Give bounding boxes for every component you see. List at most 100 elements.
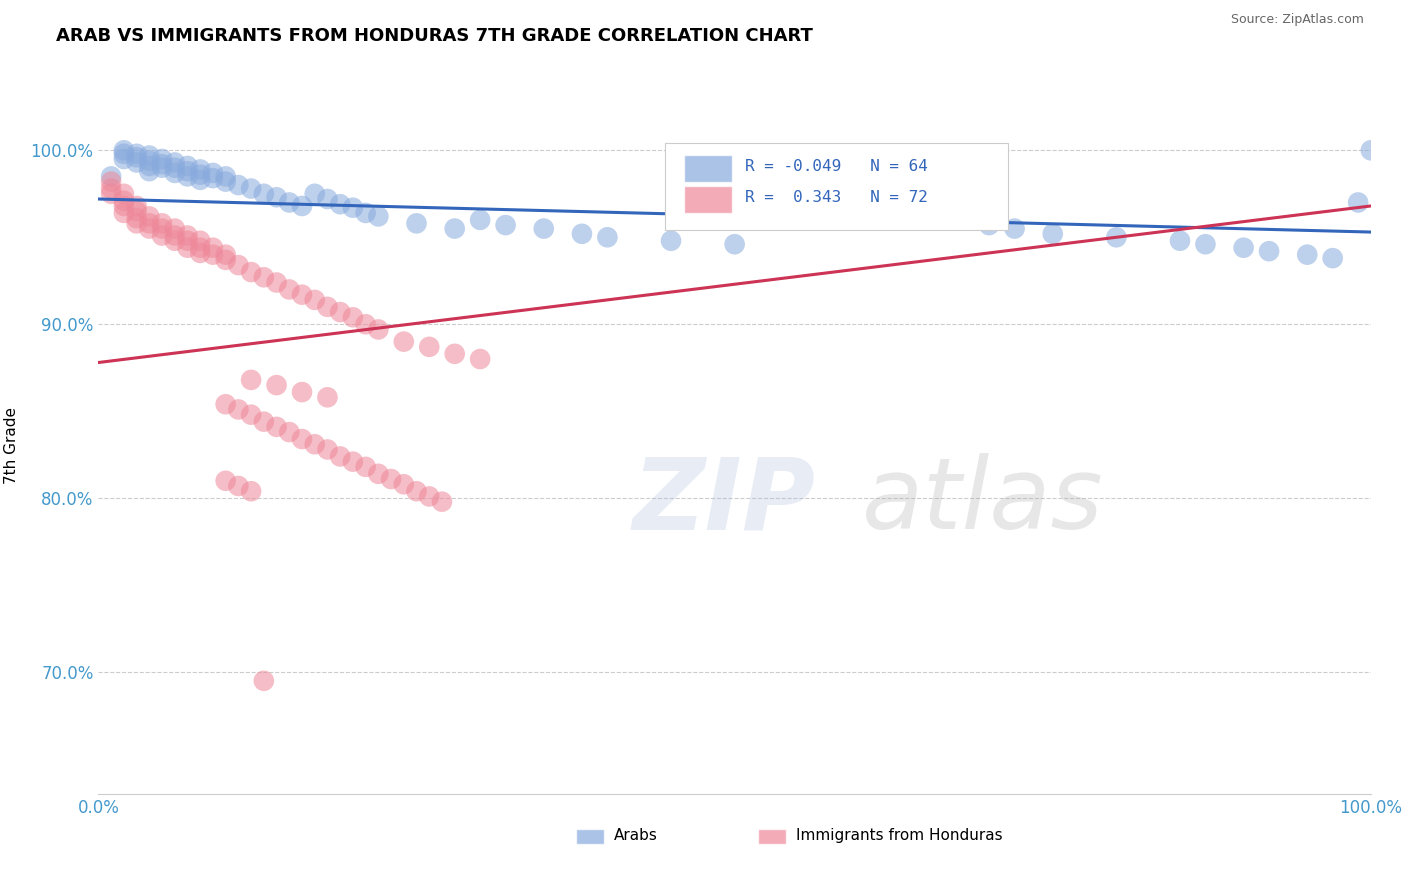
- Point: [367, 467, 389, 481]
- Point: [266, 190, 288, 204]
- Point: [354, 206, 377, 220]
- Point: [470, 351, 492, 366]
- Point: [278, 282, 301, 296]
- Point: [253, 270, 276, 285]
- Point: [329, 305, 352, 319]
- Point: [723, 237, 745, 252]
- Point: [228, 402, 250, 417]
- Point: [939, 212, 962, 227]
- Point: [100, 169, 122, 184]
- Point: [100, 181, 122, 195]
- Point: [176, 169, 198, 184]
- Text: atlas: atlas: [862, 453, 1104, 550]
- Point: [125, 204, 148, 219]
- Point: [150, 157, 173, 171]
- Point: [112, 143, 135, 157]
- Point: [176, 241, 198, 255]
- Point: [176, 164, 198, 178]
- Point: [291, 287, 314, 301]
- FancyBboxPatch shape: [683, 155, 733, 182]
- Point: [150, 161, 173, 175]
- Point: [112, 199, 135, 213]
- Point: [125, 211, 148, 226]
- Point: [214, 474, 236, 488]
- Point: [316, 390, 339, 404]
- Point: [138, 216, 160, 230]
- Point: [278, 195, 301, 210]
- Point: [979, 218, 1001, 232]
- Point: [240, 484, 263, 499]
- Point: [138, 159, 160, 173]
- Point: [112, 206, 135, 220]
- Point: [291, 199, 314, 213]
- Text: Source: ZipAtlas.com: Source: ZipAtlas.com: [1230, 13, 1364, 27]
- Point: [163, 155, 186, 169]
- Point: [150, 216, 173, 230]
- Point: [253, 186, 276, 201]
- FancyBboxPatch shape: [665, 144, 1008, 230]
- Point: [138, 221, 160, 235]
- Point: [1168, 234, 1191, 248]
- Point: [112, 146, 135, 161]
- Text: Immigrants from Honduras: Immigrants from Honduras: [796, 828, 1002, 843]
- Point: [214, 252, 236, 267]
- Point: [176, 234, 198, 248]
- Point: [342, 201, 364, 215]
- Point: [392, 334, 415, 349]
- Point: [1042, 227, 1064, 241]
- Point: [125, 146, 148, 161]
- Point: [430, 494, 453, 508]
- Point: [342, 310, 364, 325]
- Point: [240, 181, 263, 195]
- Point: [367, 210, 389, 224]
- Point: [188, 241, 211, 255]
- Point: [228, 479, 250, 493]
- FancyBboxPatch shape: [575, 829, 603, 844]
- Point: [138, 210, 160, 224]
- Point: [533, 221, 555, 235]
- Point: [316, 300, 339, 314]
- Point: [188, 168, 211, 182]
- Point: [596, 230, 619, 244]
- Point: [1258, 244, 1281, 259]
- Point: [188, 234, 211, 248]
- Point: [1360, 143, 1382, 157]
- Point: [495, 218, 517, 232]
- Point: [851, 204, 873, 219]
- Point: [176, 159, 198, 173]
- Point: [278, 425, 301, 439]
- Point: [112, 186, 135, 201]
- Point: [787, 195, 810, 210]
- Point: [443, 221, 465, 235]
- Point: [253, 673, 276, 688]
- Point: [163, 221, 186, 235]
- Point: [125, 150, 148, 164]
- Point: [201, 247, 224, 261]
- Point: [1233, 241, 1256, 255]
- Y-axis label: 7th Grade: 7th Grade: [4, 408, 20, 484]
- Point: [342, 455, 364, 469]
- Point: [392, 477, 415, 491]
- Point: [367, 322, 389, 336]
- Point: [125, 216, 148, 230]
- Point: [266, 420, 288, 434]
- Point: [354, 459, 377, 474]
- Point: [316, 442, 339, 457]
- Point: [138, 148, 160, 162]
- Point: [1105, 230, 1128, 244]
- Point: [214, 397, 236, 411]
- Point: [380, 472, 402, 486]
- Point: [188, 246, 211, 260]
- Point: [316, 192, 339, 206]
- Point: [470, 212, 492, 227]
- Point: [228, 258, 250, 272]
- Point: [253, 415, 276, 429]
- Point: [163, 234, 186, 248]
- Point: [659, 234, 682, 248]
- Point: [188, 162, 211, 177]
- Point: [188, 173, 211, 187]
- Point: [329, 197, 352, 211]
- Point: [1004, 221, 1026, 235]
- FancyBboxPatch shape: [758, 829, 786, 844]
- Text: ZIP: ZIP: [633, 453, 815, 550]
